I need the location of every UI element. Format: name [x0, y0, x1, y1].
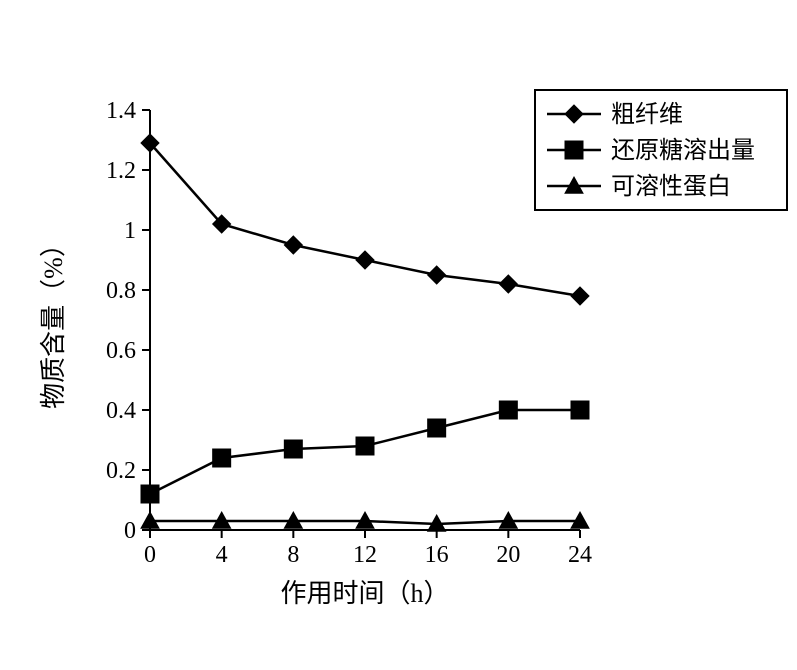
x-tick-label: 24: [568, 542, 592, 568]
y-tick-label: 0.4: [106, 398, 136, 424]
y-tick-label: 1: [124, 218, 136, 244]
y-tick-label: 1.4: [106, 98, 136, 124]
chart-container: 0 0.2 0.4 0.6 0.8 1 1.2 1.4 0 4 8 12 16 20 24 作用时间（h） 物质…: [20, 20, 797, 650]
series: [141, 401, 589, 503]
y-axis-title: 物质含量（%）: [39, 231, 68, 409]
x-tick-label: 4: [216, 542, 228, 568]
series: [141, 512, 589, 531]
x-tick-label: 8: [287, 542, 299, 568]
y-tick-label: 0.6: [106, 338, 136, 364]
series: [141, 134, 589, 305]
x-axis-title: 作用时间（h）: [280, 579, 449, 608]
y-tick-label: 0.8: [106, 278, 136, 304]
y-tick-label: 1.2: [106, 158, 136, 184]
y-tick-label: 0.2: [106, 458, 136, 484]
x-tick-label: 0: [144, 542, 156, 568]
legend-label: 还原糖溶出量: [611, 137, 755, 164]
x-tick-label: 20: [496, 542, 520, 568]
y-tick-label: 0: [124, 518, 136, 544]
legend-label: 粗纤维: [611, 101, 683, 128]
legend-label: 可溶性蛋白: [611, 173, 731, 200]
line-chart: 0 0.2 0.4 0.6 0.8 1 1.2 1.4 0 4 8 12 16 20 24 作用时间（h） 物质…: [20, 20, 797, 650]
x-tick-label: 16: [425, 542, 449, 568]
legend: 粗纤维还原糖溶出量可溶性蛋白: [535, 90, 787, 210]
x-tick-label: 12: [353, 542, 377, 568]
